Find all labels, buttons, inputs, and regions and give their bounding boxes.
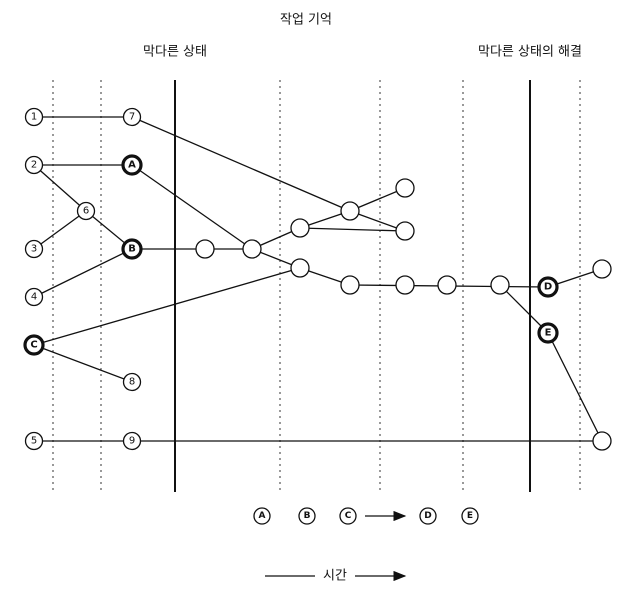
node (121, 238, 143, 260)
node (122, 431, 142, 451)
node (122, 372, 142, 392)
node-label: E (545, 328, 552, 339)
sequence-label: D (424, 511, 431, 521)
sequence-label: B (304, 511, 311, 521)
phase-label: 막다른 상태의 해결 (478, 45, 582, 60)
node (592, 259, 612, 279)
node-label: 5 (31, 436, 37, 447)
time-lines (52, 80, 581, 492)
node-label: A (128, 160, 136, 171)
node (437, 275, 457, 295)
sequence-label: A (259, 511, 266, 521)
edges (33, 116, 603, 442)
node (290, 258, 310, 278)
node (122, 107, 142, 127)
sequence-label: E (467, 511, 473, 521)
node (24, 239, 44, 259)
node-label: 6 (83, 206, 89, 217)
node-label: 3 (31, 244, 37, 255)
sequence-node (253, 507, 271, 525)
node (395, 275, 415, 295)
node (24, 155, 44, 175)
node (537, 276, 559, 298)
node (76, 201, 96, 221)
node (24, 107, 44, 127)
sequence-node (461, 507, 479, 525)
bottom-arrows (265, 510, 407, 582)
node (24, 287, 44, 307)
node (340, 275, 360, 295)
sequence-node (298, 507, 316, 525)
node (195, 239, 215, 259)
node-label: B (128, 244, 136, 255)
node (537, 322, 559, 344)
node (24, 431, 44, 451)
node-label: 1 (31, 112, 37, 123)
node (340, 201, 360, 221)
title: 작업 기억 (280, 13, 332, 28)
node (395, 221, 415, 241)
node-label: 8 (129, 377, 135, 388)
sequence-label: C (345, 511, 352, 521)
node-label: 4 (31, 292, 37, 303)
phase-label: 막다른 상태 (143, 45, 207, 60)
node (395, 178, 415, 198)
time-label: 시간 (323, 569, 347, 584)
node-label: 9 (129, 436, 135, 447)
sequence-node (419, 507, 437, 525)
node (290, 218, 310, 238)
node (490, 275, 510, 295)
node (592, 431, 612, 451)
node (23, 334, 45, 356)
node-label: D (544, 282, 552, 293)
sequence-node (339, 507, 357, 525)
node-label: 2 (31, 160, 37, 171)
node-label: 7 (129, 112, 135, 123)
node-label: C (30, 340, 37, 351)
node (242, 239, 262, 259)
node (121, 154, 143, 176)
